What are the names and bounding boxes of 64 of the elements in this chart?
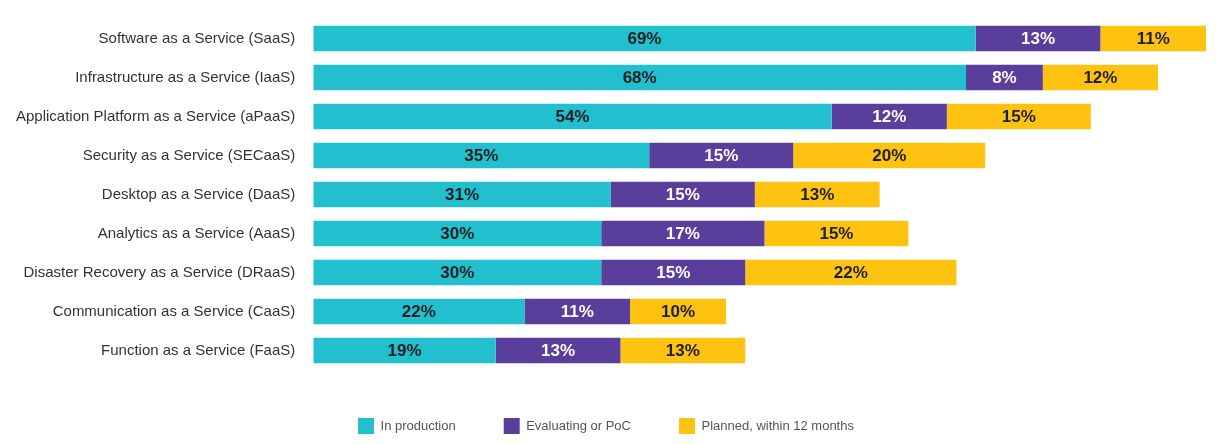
- bar: [313, 298, 525, 325]
- data-label: 69%: [627, 29, 662, 49]
- y-tick-label: Disaster Recovery as a Service (DRaaS): [23, 262, 296, 280]
- y-tick-label: Communication as a Service (CaaS): [52, 301, 296, 319]
- bar: [831, 103, 947, 130]
- data-label: 15%: [704, 146, 739, 166]
- data-label: 8%: [992, 68, 1017, 88]
- legend-label: Planned, within 12 months: [701, 417, 855, 433]
- y-tick-label: Analytics as a Service (AaaS): [97, 223, 296, 241]
- legend-label: Evaluating or PoC: [526, 417, 631, 433]
- data-label: 13%: [1021, 29, 1056, 49]
- bar: [601, 220, 765, 247]
- bar: [649, 142, 794, 169]
- bar: [313, 337, 496, 364]
- data-label: 11%: [560, 302, 594, 322]
- bar: [1100, 25, 1206, 52]
- data-label: 54%: [555, 107, 590, 127]
- y-tick-label: Software as a Service (SaaS): [98, 28, 296, 46]
- data-label: 11%: [1136, 29, 1170, 49]
- bar: [764, 220, 909, 247]
- bar: [313, 181, 611, 208]
- data-label: 12%: [1083, 68, 1118, 88]
- y-tick-label: Infrastructure as a Service (IaaS): [75, 67, 296, 85]
- data-label: 10%: [661, 302, 696, 322]
- bar: [313, 64, 967, 91]
- y-tick-label: Function as a Service (FaaS): [101, 340, 296, 358]
- bar: [1042, 64, 1159, 91]
- bar: [495, 337, 621, 364]
- data-label: 19%: [387, 341, 422, 361]
- bar: [620, 337, 746, 364]
- y-tick-label: Application Platform as a Service (aPaaS): [16, 106, 296, 124]
- data-label: 17%: [665, 224, 700, 244]
- data-label: 13%: [665, 341, 700, 361]
- bar: [793, 142, 986, 169]
- bar: [754, 181, 880, 208]
- bar: [610, 181, 755, 208]
- data-label: 35%: [464, 146, 499, 166]
- data-label: 30%: [440, 263, 475, 283]
- data-label: 15%: [819, 224, 854, 244]
- y-tick-label: Desktop as a Service (DaaS): [101, 184, 296, 202]
- bar: [975, 25, 1101, 52]
- bar: [313, 25, 976, 52]
- data-label: 22%: [833, 263, 868, 283]
- data-label: 22%: [401, 302, 436, 322]
- bar: [313, 259, 602, 286]
- data-label: 68%: [622, 68, 657, 88]
- data-label: 13%: [541, 341, 576, 361]
- bar: [946, 103, 1091, 130]
- data-label: 30%: [440, 224, 475, 244]
- y-tick-label: Security as a Service (SECaaS): [82, 145, 296, 163]
- data-label: 13%: [800, 185, 835, 205]
- bar: [524, 298, 631, 325]
- legend-label: In production: [380, 417, 456, 433]
- bar: [745, 259, 957, 286]
- data-label: 15%: [1001, 107, 1036, 127]
- data-label: 15%: [656, 263, 691, 283]
- bar: [313, 103, 832, 130]
- data-label: 20%: [872, 146, 907, 166]
- data-label: 31%: [445, 185, 480, 205]
- data-label: 15%: [665, 185, 700, 205]
- bar: [313, 142, 650, 169]
- data-label: 12%: [872, 107, 907, 127]
- bar: [313, 220, 602, 247]
- bar: [601, 259, 746, 286]
